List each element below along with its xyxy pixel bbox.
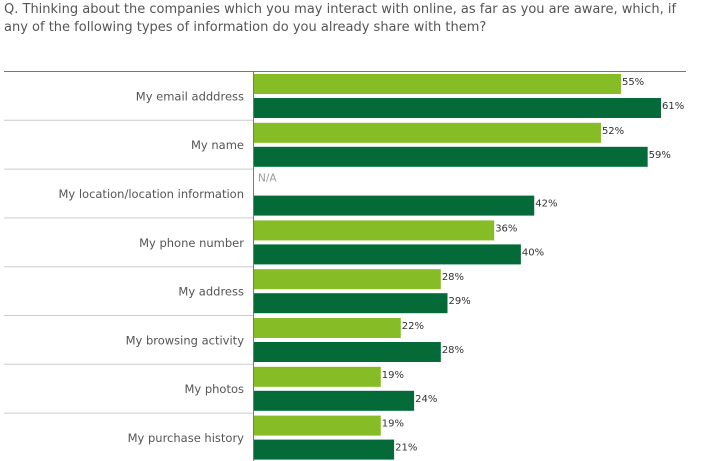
data-label: 29% bbox=[448, 296, 470, 307]
category-label: My address bbox=[178, 285, 244, 299]
data-label: 19% bbox=[382, 419, 404, 430]
bar bbox=[254, 195, 535, 216]
category-label: My phone number bbox=[139, 236, 244, 250]
data-label: 40% bbox=[522, 247, 544, 258]
bar bbox=[254, 98, 661, 118]
category-label: My name bbox=[191, 138, 244, 152]
bar bbox=[254, 342, 441, 362]
data-label: 55% bbox=[622, 77, 644, 88]
data-label: 19% bbox=[382, 370, 404, 381]
data-label: 28% bbox=[442, 272, 464, 283]
data-label: 59% bbox=[649, 150, 671, 161]
category-label: My email adddress bbox=[136, 89, 244, 103]
bar bbox=[254, 415, 381, 436]
bar bbox=[254, 439, 395, 460]
data-label: 61% bbox=[662, 101, 684, 112]
data-label: 28% bbox=[442, 345, 464, 356]
category-label: My location/location information bbox=[58, 187, 244, 201]
bar bbox=[254, 122, 601, 143]
bar bbox=[254, 293, 448, 314]
data-label: 21% bbox=[395, 443, 417, 454]
bar bbox=[254, 146, 648, 167]
bar bbox=[254, 390, 415, 411]
data-label: 24% bbox=[415, 394, 437, 405]
data-label: 36% bbox=[495, 223, 517, 234]
bar bbox=[254, 366, 381, 387]
data-label: 52% bbox=[602, 126, 624, 137]
category-label: My purchase history bbox=[128, 431, 245, 445]
bar bbox=[254, 74, 621, 94]
data-label: 22% bbox=[402, 321, 424, 332]
data-label: 42% bbox=[535, 199, 557, 210]
category-label: My browsing activity bbox=[126, 333, 245, 347]
bar bbox=[254, 220, 495, 241]
bar bbox=[254, 318, 401, 338]
question-text: Q. Thinking about the companies which yo… bbox=[4, 2, 677, 35]
category-label: My photos bbox=[184, 382, 244, 396]
bar bbox=[254, 269, 441, 290]
na-label: N/A bbox=[258, 173, 277, 185]
bar bbox=[254, 244, 521, 265]
